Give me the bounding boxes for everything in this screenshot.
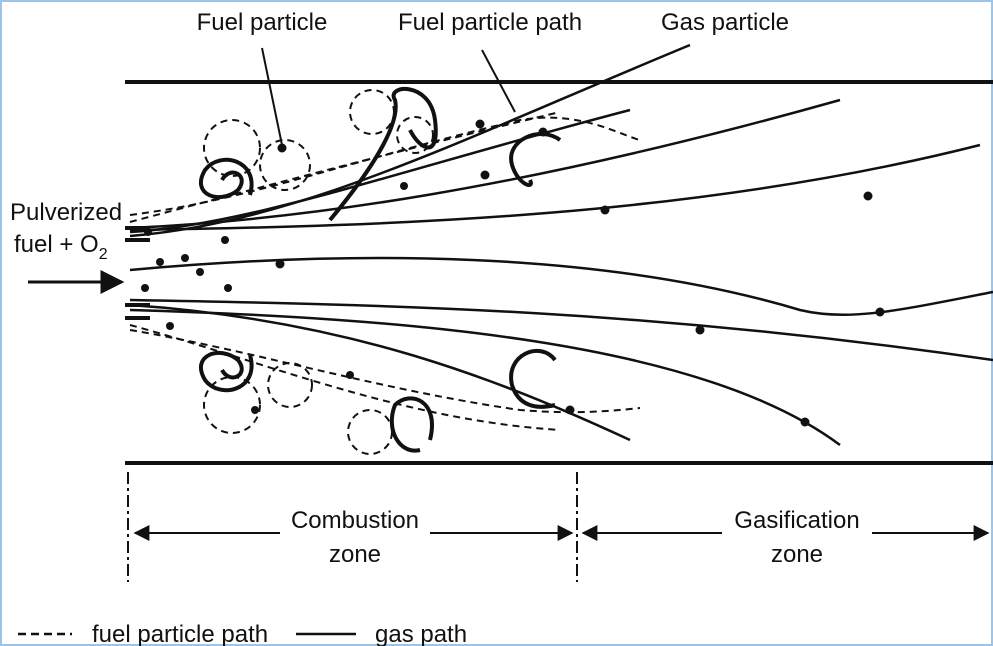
legend-label: gas path [375,621,467,646]
label-fuel-particle: Fuel particle [197,9,328,36]
fuel-particle-paths [129,89,641,455]
zone-label: zone [771,541,823,568]
zone-label: Gasification [734,507,859,534]
label-gas-particle: Gas particle [661,9,789,36]
leader [481,49,516,113]
label-fuel-particle-path: Fuel particle path [398,9,582,36]
inlet-label: Pulverized [10,199,122,226]
inlet-text: fuel + O [14,231,99,258]
zone-label: zone [329,541,381,568]
inlet-label: fuel + O2 [14,231,108,263]
inlet-subscript: 2 [99,246,108,263]
zone-label: Combustion [291,507,419,534]
gas-paths [129,43,993,447]
legend-label: fuel particle path [92,621,268,646]
zone-dims [127,472,990,582]
leader [261,47,283,146]
particles [141,119,885,427]
